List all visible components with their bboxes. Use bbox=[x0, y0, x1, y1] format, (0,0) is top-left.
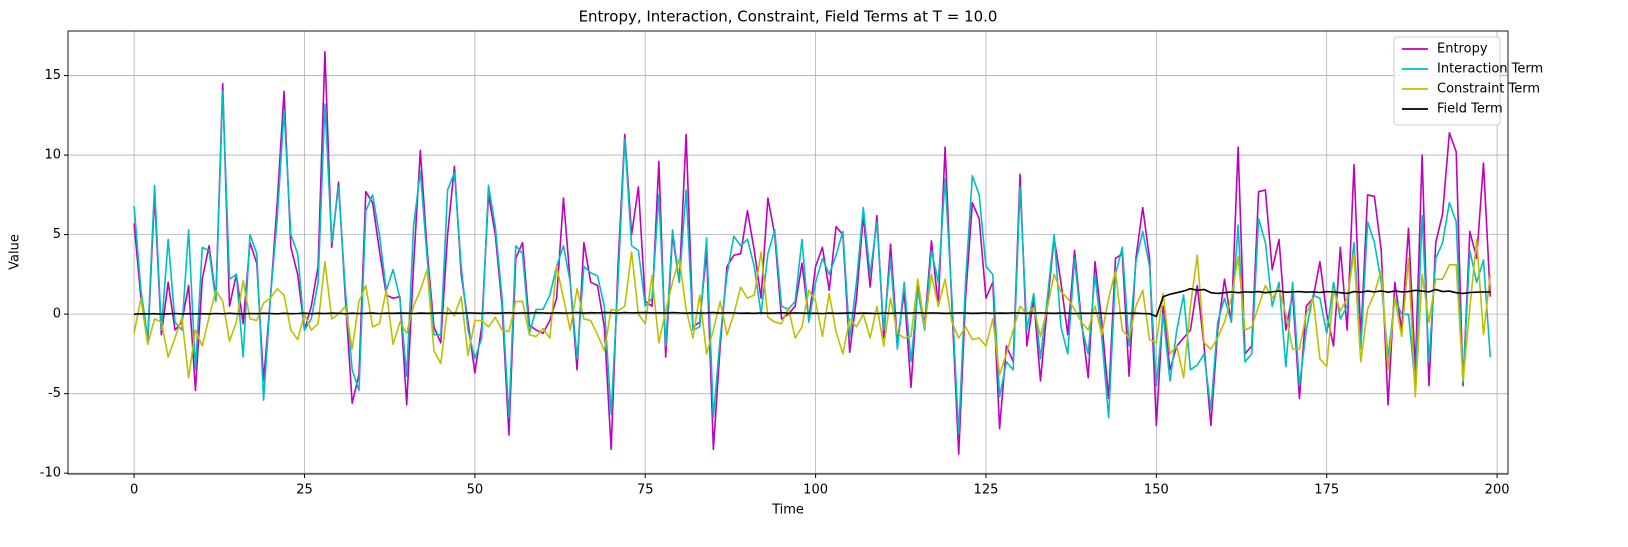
legend-label: Entropy bbox=[1437, 42, 1488, 57]
x-tick-label: 0 bbox=[130, 483, 138, 498]
y-tick-label: 10 bbox=[44, 148, 61, 163]
y-tick-label: 5 bbox=[53, 227, 61, 242]
y-tick-label: 0 bbox=[53, 307, 61, 322]
y-tick-label: 15 bbox=[44, 68, 61, 83]
chart-title: Entropy, Interaction, Constraint, Field … bbox=[579, 8, 998, 26]
legend-label: Field Term bbox=[1437, 102, 1503, 117]
x-tick-label: 200 bbox=[1485, 483, 1510, 498]
y-axis-label: Value bbox=[8, 234, 23, 270]
x-tick-label: 150 bbox=[1144, 483, 1169, 498]
series-line bbox=[133, 238, 1492, 398]
x-axis-label: Time bbox=[771, 503, 804, 518]
series-line bbox=[134, 287, 1491, 318]
x-tick-label: 100 bbox=[803, 483, 828, 498]
legend-box bbox=[1393, 36, 1501, 126]
y-tick-label: -10 bbox=[40, 466, 61, 481]
x-tick-label: 125 bbox=[974, 483, 999, 498]
legend-label: Constraint Term bbox=[1437, 82, 1540, 97]
x-tick-label: 50 bbox=[467, 483, 484, 498]
plot-frame bbox=[67, 30, 1509, 475]
x-tick-label: 175 bbox=[1314, 483, 1339, 498]
y-tick-label: -5 bbox=[48, 386, 61, 401]
legend-label: Interaction Term bbox=[1437, 62, 1543, 77]
series-line bbox=[133, 90, 1492, 435]
x-tick-label: 25 bbox=[296, 483, 313, 498]
x-tick-label: 75 bbox=[637, 483, 654, 498]
